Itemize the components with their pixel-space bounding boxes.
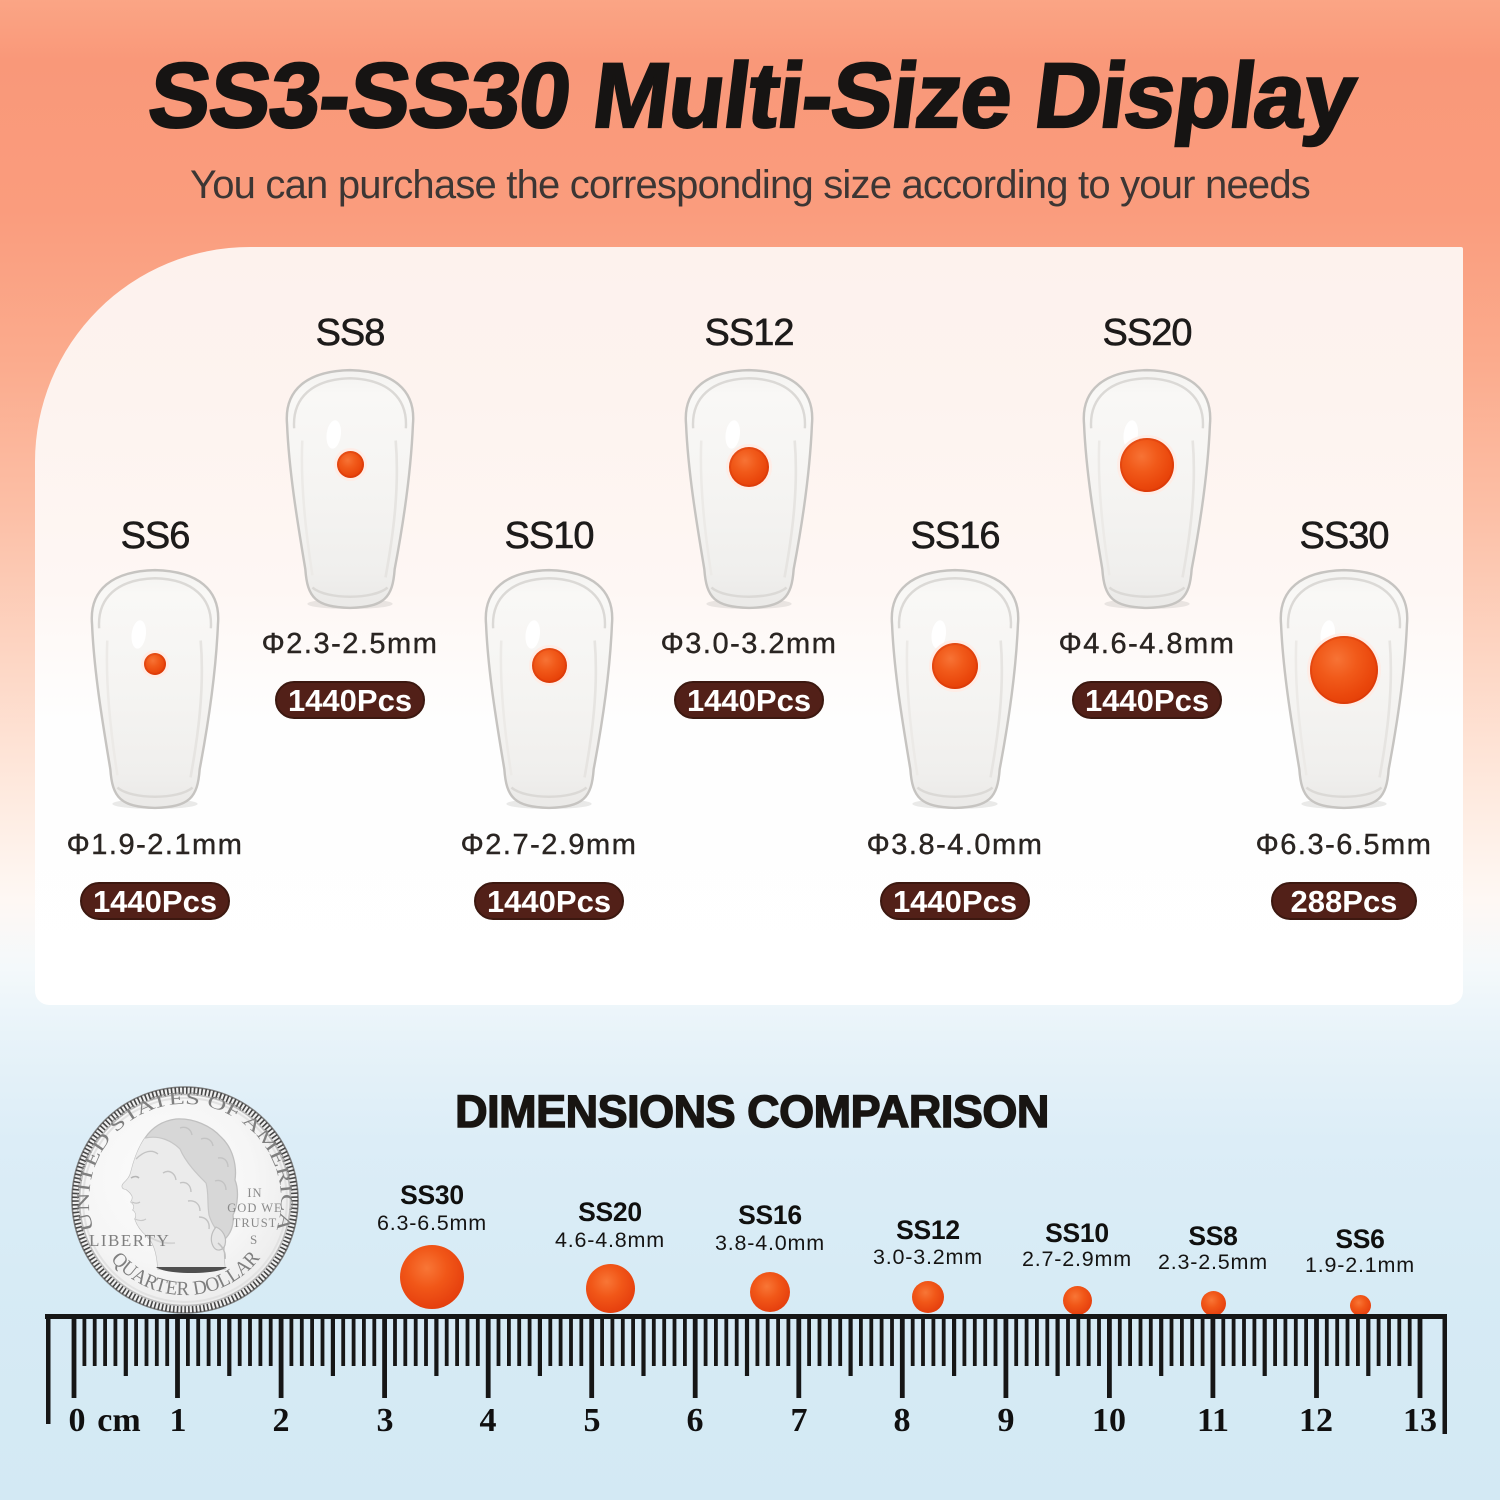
svg-text:9: 9: [998, 1402, 1015, 1439]
svg-text:6: 6: [687, 1402, 704, 1439]
svg-text:cm: cm: [97, 1402, 140, 1439]
svg-text:8: 8: [894, 1402, 911, 1439]
svg-text:IN: IN: [247, 1186, 262, 1200]
svg-text:S: S: [250, 1232, 257, 1247]
svg-text:TRUST: TRUST: [233, 1216, 278, 1230]
svg-text:5: 5: [584, 1402, 601, 1439]
svg-text:3: 3: [377, 1402, 394, 1439]
svg-text:13: 13: [1403, 1402, 1437, 1439]
svg-text:0: 0: [69, 1402, 86, 1439]
svg-text:GOD WE: GOD WE: [227, 1201, 282, 1215]
svg-text:1: 1: [170, 1402, 187, 1439]
svg-text:7: 7: [791, 1402, 808, 1439]
svg-text:12: 12: [1299, 1402, 1333, 1439]
svg-text:11: 11: [1197, 1402, 1229, 1439]
svg-text:10: 10: [1092, 1402, 1126, 1439]
svg-text:4: 4: [480, 1402, 497, 1439]
svg-text:LIBERTY: LIBERTY: [89, 1231, 170, 1250]
svg-text:2: 2: [273, 1402, 290, 1439]
